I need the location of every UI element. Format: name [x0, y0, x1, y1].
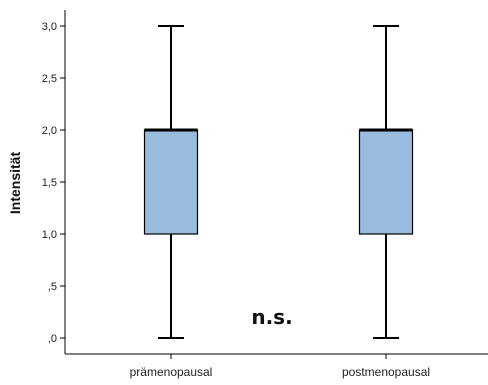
significance-annotation: n.s. — [251, 305, 292, 329]
box-iqr — [358, 129, 414, 235]
y-axis-label: Intensität — [7, 152, 23, 215]
box-postmenopausal — [358, 25, 414, 339]
box-iqr — [143, 129, 199, 235]
y-tick-label: 2,5 — [42, 73, 57, 85]
y-tick-label: 2,0 — [42, 125, 57, 137]
y-tick-label: ,5 — [48, 281, 57, 293]
x-category-label: prämenopausal — [130, 365, 213, 379]
y-tick-label: ,0 — [48, 333, 57, 345]
y-tick-label: 1,5 — [42, 177, 57, 189]
x-category-label: postmenopausal — [342, 365, 430, 379]
box-premenopausal — [143, 25, 199, 339]
y-tick-label: 3,0 — [42, 21, 57, 33]
y-tick-label: 1,0 — [42, 229, 57, 241]
